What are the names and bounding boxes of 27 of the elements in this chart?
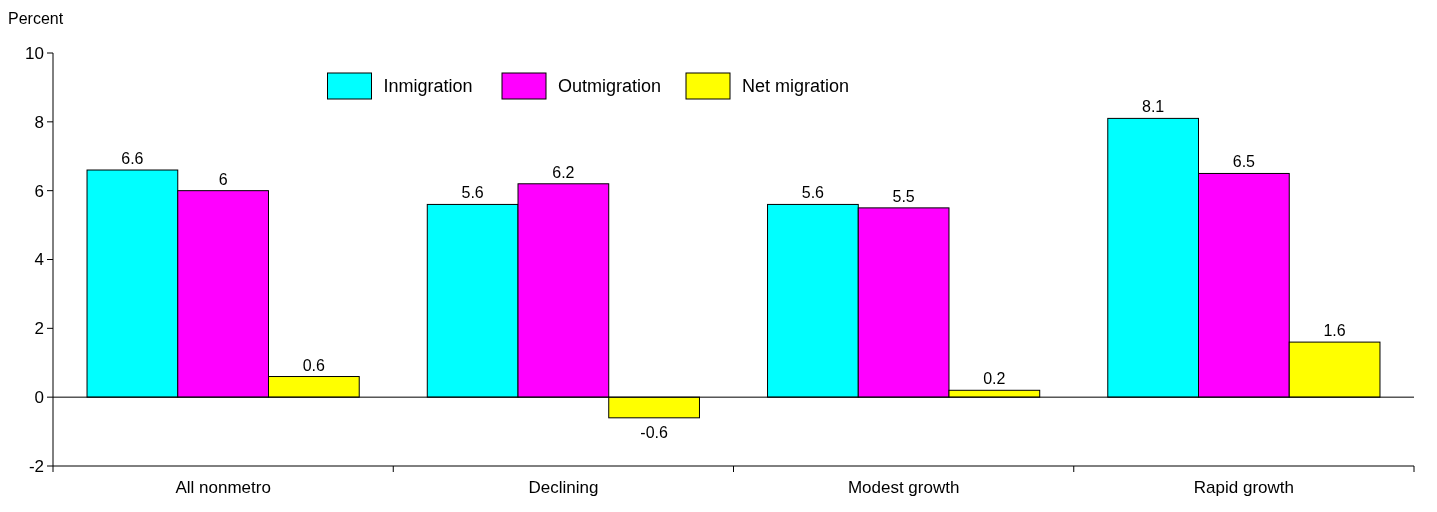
data-label: 6.6 [121, 150, 144, 168]
data-label: 0.2 [983, 370, 1006, 388]
x-tick-label: Modest growth [847, 478, 960, 497]
x-tick-label: Declining [528, 478, 599, 497]
legend-label: Inmigration [383, 76, 473, 97]
y-tick-label: -2 [28, 456, 44, 476]
legend-label: Outmigration [558, 76, 662, 97]
data-label: 6 [218, 170, 228, 188]
legend-label: Net migration [742, 76, 850, 97]
data-label: 1.6 [1323, 322, 1346, 340]
data-label: 8.1 [1142, 98, 1165, 116]
y-tick-label: 8 [34, 112, 44, 132]
x-tick-label: Rapid growth [1193, 478, 1294, 497]
data-label: -0.6 [640, 423, 668, 441]
data-label: 5.6 [801, 184, 825, 202]
x-tick-label: All nonmetro [175, 478, 271, 497]
y-tick-label: 6 [34, 181, 44, 201]
y-tick-label: 0 [34, 388, 44, 408]
data-label: 5.5 [892, 187, 915, 205]
y-tick-label: 2 [34, 319, 44, 339]
data-label: 6.2 [552, 163, 575, 181]
data-label: 6.5 [1232, 153, 1256, 171]
y-tick-label: 4 [34, 250, 44, 270]
y-axis-title: Percent [8, 10, 64, 27]
data-label: 5.6 [461, 184, 484, 202]
data-label: 0.6 [302, 356, 326, 374]
y-tick-label: 10 [25, 43, 44, 63]
